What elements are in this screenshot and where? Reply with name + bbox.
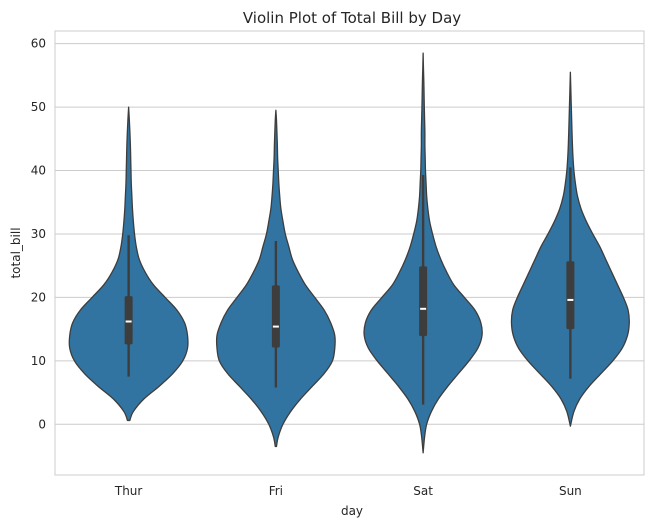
- x-tick-label-sun: Sun: [559, 484, 582, 498]
- y-axis-label: total_bill: [9, 227, 23, 278]
- x-tick-label-sat: Sat: [413, 484, 433, 498]
- iqr-box-sat: [419, 266, 428, 337]
- iqr-box-sun: [566, 261, 575, 330]
- y-tick-label: 50: [31, 100, 46, 114]
- y-tick-label: 0: [38, 417, 46, 431]
- violins-layer: [68, 52, 630, 454]
- x-tick-labels: Thur Fri Sat Sun: [114, 484, 582, 498]
- iqr-box-fri: [271, 285, 280, 348]
- y-tick-label: 20: [31, 290, 46, 304]
- violin-sat: [363, 52, 483, 454]
- x-axis-label: day: [341, 504, 363, 518]
- y-tick-label: 30: [31, 227, 46, 241]
- y-tick-label: 10: [31, 354, 46, 368]
- x-tick-label-fri: Fri: [269, 484, 283, 498]
- y-tick-labels: 0 10 20 30 40 50 60: [31, 37, 46, 432]
- x-tick-label-thur: Thur: [114, 484, 143, 498]
- y-tick-label: 60: [31, 37, 46, 51]
- plot-frame: [54, 30, 645, 476]
- iqr-box-thur: [124, 296, 133, 345]
- y-tick-label: 40: [31, 164, 46, 178]
- violin-sun: [510, 71, 630, 427]
- violin-fri: [215, 109, 336, 448]
- chart-title: Violin Plot of Total Bill by Day: [243, 9, 461, 27]
- violin-thur: [68, 106, 189, 422]
